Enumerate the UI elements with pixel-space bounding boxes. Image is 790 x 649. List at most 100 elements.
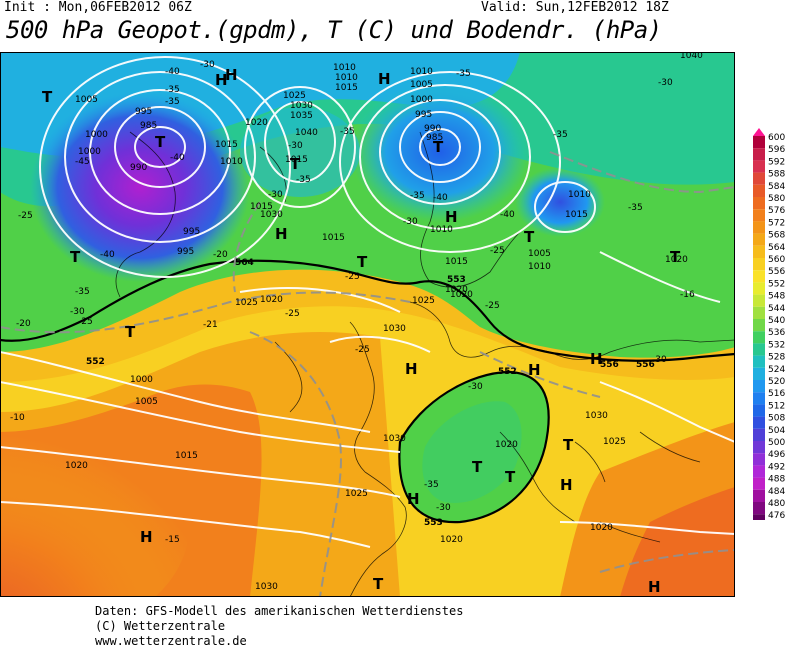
legend-swatch bbox=[753, 514, 765, 520]
isobar-label: 1020 bbox=[440, 535, 463, 545]
legend-label: 484 bbox=[768, 487, 785, 497]
isotherm-label: -30 bbox=[200, 60, 215, 70]
legend-swatch bbox=[753, 221, 765, 234]
legend-label: 532 bbox=[768, 340, 785, 350]
legend-label: 496 bbox=[768, 450, 785, 460]
isobar-label: 1000 bbox=[78, 147, 101, 157]
legend-swatch bbox=[753, 355, 765, 368]
isobar-label: 1035 bbox=[290, 111, 313, 121]
isotherm-label: -25 bbox=[78, 317, 93, 327]
legend-top-arrow bbox=[753, 128, 765, 136]
isobar-label: 1000 bbox=[85, 130, 108, 140]
legend-label: 584 bbox=[768, 182, 785, 192]
isotherm-label: -40 bbox=[165, 67, 180, 77]
isobar-label: 1025 bbox=[283, 91, 306, 101]
isobar-label: 985 bbox=[426, 133, 443, 143]
legend-label: 512 bbox=[768, 401, 785, 411]
legend-label: 500 bbox=[768, 438, 785, 448]
legend-swatch bbox=[753, 148, 765, 161]
high-marker: H bbox=[560, 476, 573, 494]
legend-label: 568 bbox=[768, 231, 785, 241]
low-marker: T bbox=[290, 155, 301, 173]
isobar-label: 990 bbox=[424, 124, 441, 134]
isobar-label: 1015 bbox=[175, 451, 198, 461]
low-marker: T bbox=[373, 575, 384, 593]
isobar-label: 1030 bbox=[383, 434, 406, 444]
isobar-label: 1020 bbox=[65, 461, 88, 471]
isobar-label: 1020 bbox=[245, 118, 268, 128]
legend-label: 592 bbox=[768, 157, 785, 167]
isotherm-label: -30 bbox=[652, 355, 667, 365]
isotherm-label: -30 bbox=[288, 141, 303, 151]
legend-swatch bbox=[753, 172, 765, 185]
high-marker: H bbox=[590, 350, 603, 368]
isotherm-label: -25 bbox=[285, 309, 300, 319]
legend-label: 480 bbox=[768, 499, 785, 509]
legend-swatch bbox=[753, 270, 765, 283]
isotherm-label: -21 bbox=[203, 320, 218, 330]
isotherm-label: -20 bbox=[16, 319, 31, 329]
low-marker: T bbox=[70, 248, 81, 266]
contour-label: 556 bbox=[600, 360, 619, 370]
website-link[interactable]: www.wetterzentrale.de bbox=[95, 634, 247, 648]
legend-swatch bbox=[753, 380, 765, 393]
legend-label: 548 bbox=[768, 292, 785, 302]
legend-label: 560 bbox=[768, 255, 785, 265]
isotherm-label: -15 bbox=[165, 535, 180, 545]
isobar-label: 1015 bbox=[322, 233, 345, 243]
chart-title: 500 hPa Geopot.(gpdm), T (C) und Bodendr… bbox=[6, 16, 662, 44]
data-source: Daten: GFS-Modell des amerikanischen Wet… bbox=[95, 604, 464, 618]
isotherm-label: -35 bbox=[628, 203, 643, 213]
legend-swatch bbox=[753, 343, 765, 356]
low-marker: T bbox=[670, 248, 681, 266]
isotherm-label: -45 bbox=[75, 157, 90, 167]
isobar-label: 1030 bbox=[383, 324, 406, 334]
low-marker: T bbox=[155, 133, 166, 151]
isobar-label: 1025 bbox=[345, 489, 368, 499]
high-marker: H bbox=[378, 70, 391, 88]
isotherm-label: -25 bbox=[345, 272, 360, 282]
legend-swatch bbox=[753, 489, 765, 502]
legend-swatch bbox=[753, 367, 765, 380]
isobar-label: 1040 bbox=[680, 52, 703, 61]
footer: Daten: GFS-Modell des amerikanischen Wet… bbox=[95, 604, 463, 649]
isobar-label: 1010 bbox=[568, 190, 591, 200]
low-marker: T bbox=[433, 138, 444, 156]
isotherm-label: -30 bbox=[468, 382, 483, 392]
legend-swatch bbox=[753, 502, 765, 515]
isotherm-label: -35 bbox=[296, 175, 311, 185]
isobar-label: 1015 bbox=[445, 257, 468, 267]
isobar-label: 1030 bbox=[260, 210, 283, 220]
header: Init : Mon,06FEB2012 06Z Valid: Sun,12FE… bbox=[0, 0, 790, 52]
isobar-label: 1010 bbox=[410, 67, 433, 77]
isobar-label: 1000 bbox=[130, 375, 153, 385]
isotherm-label: -40 bbox=[500, 210, 515, 220]
legend-swatch bbox=[753, 404, 765, 417]
isobar-label: 1015 bbox=[215, 140, 238, 150]
isobar-label: 1020 bbox=[445, 285, 468, 295]
legend-label: 572 bbox=[768, 218, 785, 228]
legend-label: 488 bbox=[768, 475, 785, 485]
isobar-label: 995 bbox=[415, 110, 432, 120]
isobar-label: 1030 bbox=[255, 582, 278, 592]
isobar-label: 995 bbox=[135, 107, 152, 117]
legend-label: 556 bbox=[768, 267, 785, 277]
valid-time: Valid: Sun,12FEB2012 18Z bbox=[481, 0, 669, 15]
isobar-label: 1025 bbox=[603, 437, 626, 447]
isotherm-label: -25 bbox=[355, 345, 370, 355]
isotherm-label: -40 bbox=[170, 153, 185, 163]
low-marker: T bbox=[524, 228, 535, 246]
isotherm-label: -35 bbox=[165, 85, 180, 95]
legend-swatch bbox=[753, 197, 765, 210]
isobar-label: 1020 bbox=[450, 290, 473, 300]
isobar-label: 1025 bbox=[235, 298, 258, 308]
legend-swatch bbox=[753, 306, 765, 319]
legend-label: 540 bbox=[768, 316, 785, 326]
isobar-label: 1020 bbox=[590, 523, 613, 533]
isobar-label: 1020 bbox=[665, 255, 688, 265]
legend-swatch bbox=[753, 392, 765, 405]
legend-swatch bbox=[753, 136, 765, 149]
legend-swatch bbox=[753, 477, 765, 490]
isotherm-label: -16 bbox=[680, 290, 695, 300]
isobar-label: 1005 bbox=[75, 95, 98, 105]
